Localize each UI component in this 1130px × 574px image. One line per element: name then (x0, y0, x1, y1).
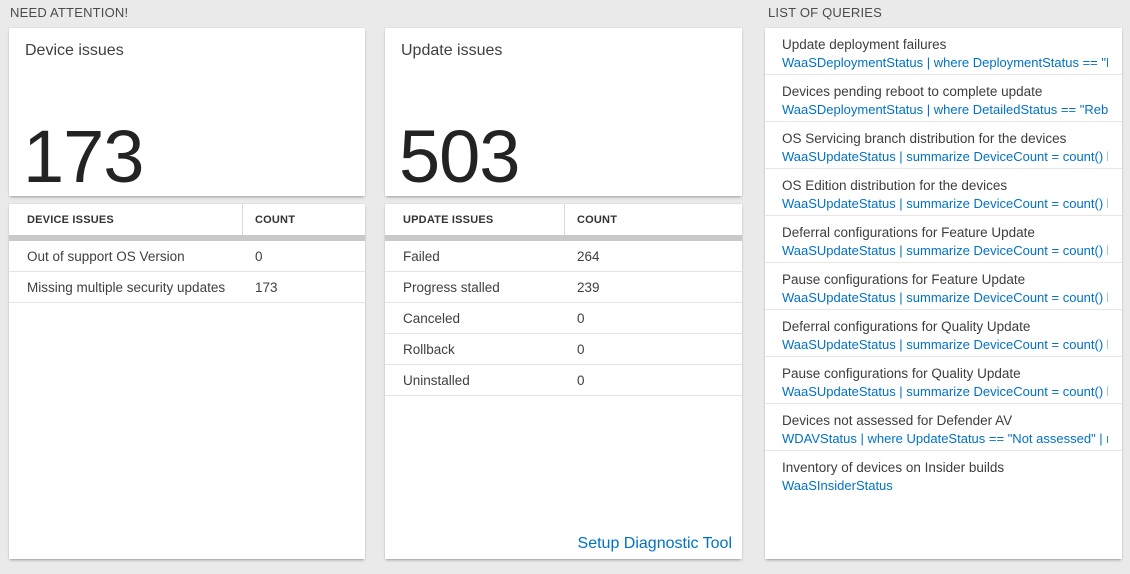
update-issues-table: UPDATE ISSUES COUNT Failed 264 Progress … (385, 204, 742, 559)
query-list-item[interactable]: Devices not assessed for Defender AV WDA… (765, 404, 1122, 451)
query-text: WaaSUpdateStatus | summarize DeviceCount… (782, 337, 1108, 352)
query-list-item[interactable]: Update deployment failures WaaSDeploymen… (765, 28, 1122, 75)
query-title: Devices not assessed for Defender AV (782, 413, 1013, 428)
table-row[interactable]: Out of support OS Version 0 (9, 241, 365, 272)
update-issues-tile[interactable]: Update issues 503 (385, 28, 742, 196)
list-of-queries-header: LIST OF QUERIES (768, 5, 883, 20)
query-list-item[interactable]: Pause configurations for Quality Update … (765, 357, 1122, 404)
query-text: WaaSUpdateStatus | summarize DeviceCount… (782, 384, 1108, 399)
table-row[interactable]: Missing multiple security updates 173 (9, 272, 365, 303)
count-cell: 0 (577, 341, 585, 357)
queries-list: Update deployment failures WaaSDeploymen… (765, 28, 1122, 559)
table-row[interactable]: Progress stalled 239 (385, 272, 742, 303)
query-text: WaaSUpdateStatus | summarize DeviceCount… (782, 290, 1108, 305)
device-issues-title: Device issues (25, 42, 124, 59)
issue-cell: Rollback (403, 341, 455, 357)
update-issues-title: Update issues (401, 42, 503, 59)
need-attention-header: NEED ATTENTION! (10, 5, 129, 20)
update-table-header-row: UPDATE ISSUES COUNT (385, 204, 742, 235)
table-row[interactable]: Uninstalled 0 (385, 365, 742, 396)
query-text: WaaSDeploymentStatus | where DeploymentS… (782, 55, 1108, 70)
issue-cell: Missing multiple security updates (27, 279, 226, 295)
count-cell: 0 (577, 372, 585, 388)
device-issues-count: 173 (23, 114, 144, 198)
update-issues-count: 503 (399, 114, 520, 198)
query-title: Deferral configurations for Quality Upda… (782, 319, 1031, 334)
count-cell: 173 (255, 279, 278, 295)
query-title: OS Edition distribution for the devices (782, 178, 1008, 193)
query-text: WaaSUpdateStatus | summarize DeviceCount… (782, 196, 1108, 211)
update-table-body: Failed 264 Progress stalled 239 Canceled… (385, 241, 742, 396)
table-header-divider (385, 235, 742, 241)
query-title: Deferral configurations for Feature Upda… (782, 225, 1035, 240)
query-list-item[interactable]: Devices pending reboot to complete updat… (765, 75, 1122, 122)
issue-cell: Canceled (403, 310, 461, 326)
count-column-header: COUNT (255, 213, 296, 226)
query-title: Pause configurations for Feature Update (782, 272, 1026, 287)
count-cell: 264 (577, 248, 600, 264)
device-issues-tile[interactable]: Device issues 173 (9, 28, 365, 196)
query-text: WaaSUpdateStatus | summarize DeviceCount… (782, 243, 1108, 258)
setup-diagnostic-tool-link[interactable]: Setup Diagnostic Tool (577, 535, 732, 552)
query-text: WaaSDeploymentStatus | where DetailedSta… (782, 102, 1108, 117)
table-row[interactable]: Canceled 0 (385, 303, 742, 334)
query-list-item[interactable]: Deferral configurations for Quality Upda… (765, 310, 1122, 357)
count-cell: 0 (577, 310, 585, 326)
count-cell: 0 (255, 248, 263, 264)
query-text: WaaSUpdateStatus | summarize DeviceCount… (782, 149, 1108, 164)
device-table-header-row: DEVICE ISSUES COUNT (9, 204, 365, 235)
query-title: Pause configurations for Quality Update (782, 366, 1021, 381)
device-issues-column-header: DEVICE ISSUES (9, 204, 243, 235)
table-header-divider (9, 235, 365, 241)
count-column-header: COUNT (577, 213, 618, 226)
query-list-item[interactable]: Inventory of devices on Insider builds W… (765, 451, 1122, 498)
issue-cell: Failed (403, 248, 440, 264)
device-issues-table: DEVICE ISSUES COUNT Out of support OS Ve… (9, 204, 365, 559)
query-title: Update deployment failures (782, 37, 947, 52)
issue-cell: Out of support OS Version (27, 248, 185, 264)
table-row[interactable]: Failed 264 (385, 241, 742, 272)
device-table-body: Out of support OS Version 0 Missing mult… (9, 241, 365, 303)
count-cell: 239 (577, 279, 600, 295)
table-row[interactable]: Rollback 0 (385, 334, 742, 365)
query-list-item[interactable]: OS Servicing branch distribution for the… (765, 122, 1122, 169)
query-text: WDAVStatus | where UpdateStatus == "Not … (782, 431, 1108, 446)
query-title: Inventory of devices on Insider builds (782, 460, 1005, 475)
issue-cell: Uninstalled (403, 372, 470, 388)
query-list-item[interactable]: OS Edition distribution for the devices … (765, 169, 1122, 216)
update-issues-column-header: UPDATE ISSUES (385, 204, 565, 235)
query-text: WaaSInsiderStatus (782, 478, 893, 493)
issue-cell: Progress stalled (403, 279, 500, 295)
query-title: Devices pending reboot to complete updat… (782, 84, 1043, 99)
query-list-item[interactable]: Pause configurations for Feature Update … (765, 263, 1122, 310)
query-title: OS Servicing branch distribution for the… (782, 131, 1067, 146)
query-list-item[interactable]: Deferral configurations for Feature Upda… (765, 216, 1122, 263)
